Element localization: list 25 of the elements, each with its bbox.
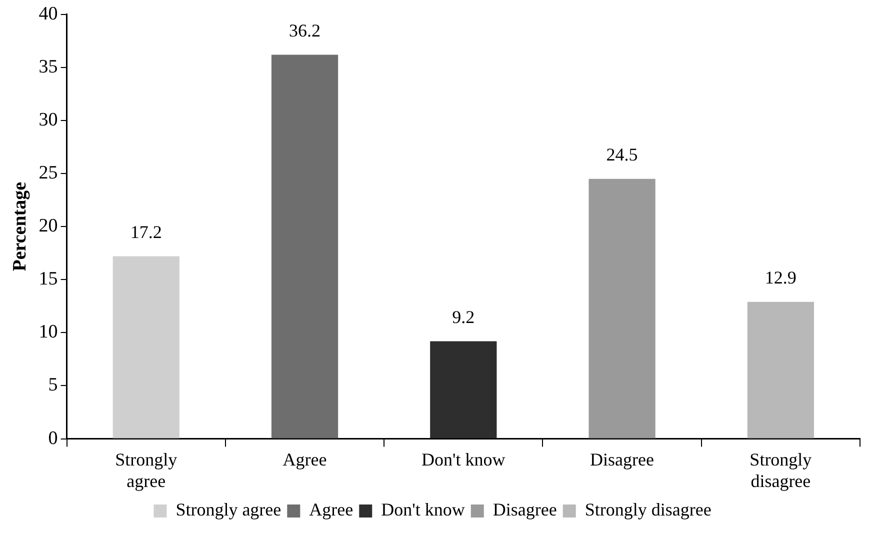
x-tick-label: Don't know: [422, 449, 506, 470]
data-label: 12.9: [764, 268, 796, 288]
x-tick-label: Strongly agree: [115, 449, 178, 491]
data-label: 24.5: [606, 144, 638, 165]
y-axis-title: Percentage: [9, 182, 30, 272]
data-label: 9.2: [452, 306, 475, 327]
y-tick-label: 35: [38, 56, 58, 78]
legend-label: Disagree: [492, 500, 557, 520]
y-tick-label: 20: [38, 216, 58, 237]
y-tick-label: 25: [38, 162, 58, 184]
legend-label: Agree: [309, 500, 354, 520]
y-tick-label: 5: [48, 374, 58, 396]
x-tick-label: Agree: [282, 449, 327, 470]
legend-label: Don't know: [381, 500, 465, 520]
y-tick-label: 10: [38, 322, 58, 343]
legend-label: Strongly disagree: [584, 500, 712, 520]
y-tick-label: 0: [48, 428, 58, 449]
data-label: 36.2: [289, 20, 321, 40]
data-label: 17.2: [130, 222, 162, 242]
legend-label: Strongly agree: [176, 500, 282, 520]
x-tick-label: Strongly disagree: [750, 449, 812, 491]
y-tick-label: 40: [38, 3, 58, 24]
x-tick-label: Disagree: [590, 449, 654, 470]
y-tick-label: 30: [38, 109, 58, 130]
y-tick-label: 15: [38, 268, 58, 290]
